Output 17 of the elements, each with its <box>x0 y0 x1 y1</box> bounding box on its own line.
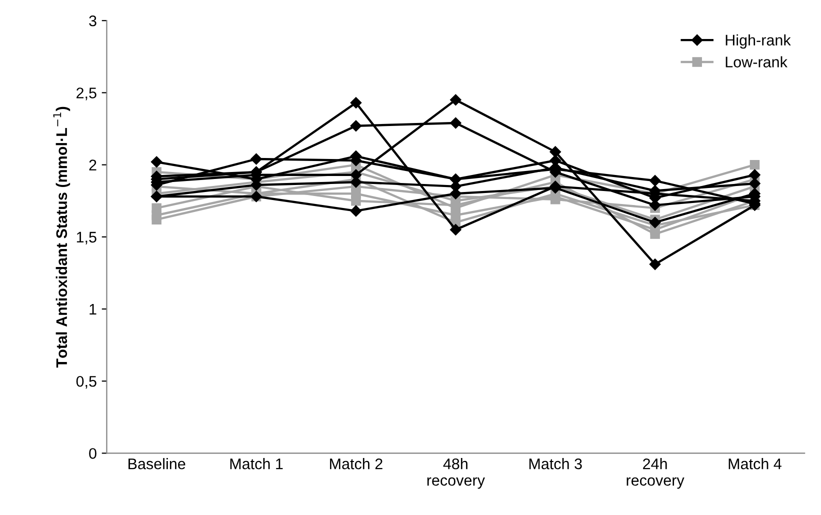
x-tick-label: Match 3 <box>529 458 582 470</box>
x-tick-label: 48h recovery <box>427 458 485 489</box>
y-tick-label: 2,5 <box>76 88 96 100</box>
x-tick-label: 24h recovery <box>626 458 684 489</box>
y-tick-label: 1,5 <box>76 232 96 244</box>
x-tick-label: Match 1 <box>230 458 283 470</box>
y-tick-label: 2 <box>89 160 96 170</box>
y-tick-label: 3 <box>89 15 96 26</box>
x-tick-label: Baseline <box>128 458 186 470</box>
legend-label: Low-rank <box>726 56 788 68</box>
x-tick-label: Match 2 <box>330 458 382 470</box>
y-axis-title: Total Antioxidant Status (mmol·L$^{−1}$) <box>53 106 70 368</box>
y-tick-label: 0,5 <box>76 376 96 389</box>
y-tick-label: 1 <box>90 304 96 315</box>
x-tick-label: Match 4 <box>728 458 782 470</box>
legend-label: High-rank <box>726 34 791 49</box>
y-tick-label: 0 <box>89 448 96 459</box>
